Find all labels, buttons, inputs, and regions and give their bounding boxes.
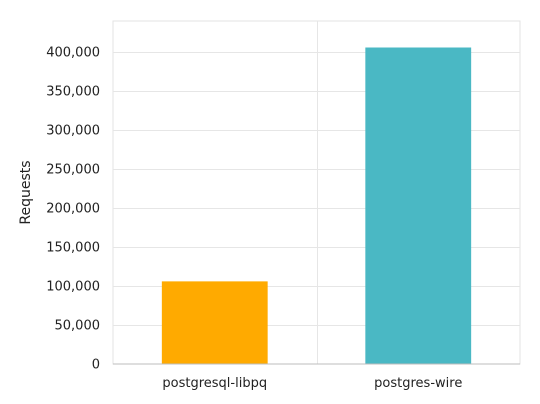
x-tick-label: postgresql-libpq — [162, 376, 267, 391]
bars — [161, 47, 472, 364]
y-tick-label: 250,000 — [46, 163, 100, 178]
x-tick-label: postgres-wire — [374, 376, 462, 391]
y-tick-label: 400,000 — [46, 46, 100, 61]
bar-postgres-wire — [365, 47, 472, 364]
y-tick-label: 0 — [92, 358, 100, 373]
y-tick-label: 200,000 — [46, 202, 100, 217]
y-tick-label: 150,000 — [46, 241, 100, 256]
y-tick-label: 100,000 — [46, 280, 100, 295]
x-tick-labels: postgresql-libpq postgres-wire — [162, 376, 462, 391]
y-tick-labels: 0 50,000 100,000 150,000 200,000 250,000 300,0… — [46, 46, 100, 373]
y-tick-label: 350,000 — [46, 85, 100, 100]
y-axis-label: Requests — [18, 160, 34, 224]
y-tick-label: 300,000 — [46, 124, 100, 139]
y-tick-label: 50,000 — [55, 319, 101, 334]
bar-postgresql-libpq — [161, 281, 268, 364]
